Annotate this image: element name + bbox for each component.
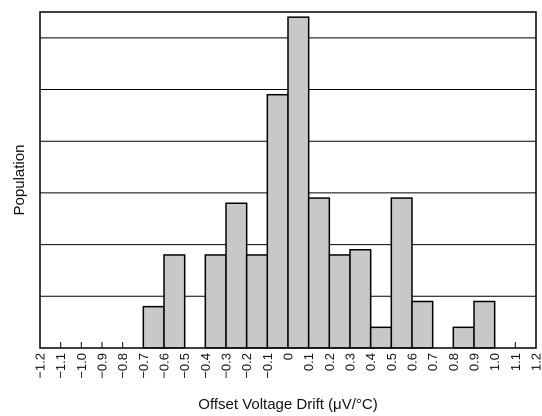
x-tick-label: −1.1 (53, 353, 68, 379)
histogram-bar (349, 249, 372, 349)
histogram-bar (266, 93, 289, 349)
x-tick-label: 0.5 (384, 353, 399, 371)
x-tick-label: −0.2 (239, 353, 254, 379)
x-tick-label: −0.5 (177, 353, 192, 379)
histogram-bar (225, 202, 248, 349)
histogram-bar (328, 254, 351, 349)
histogram-bar (163, 254, 186, 349)
x-tick-label: −0.9 (95, 353, 110, 379)
x-tick-label: 0 (281, 353, 296, 360)
x-tick-label: −0.1 (260, 353, 275, 379)
histogram-bar (307, 197, 331, 349)
x-tick-label: −0.4 (198, 353, 213, 379)
x-tick-label: 0.6 (405, 353, 420, 371)
histogram-bar (473, 300, 496, 349)
x-tick-label: −0.7 (136, 353, 151, 379)
histogram-bar (287, 16, 310, 349)
x-tick-labels: −1.2 −1.1 −1.0 −0.9 −0.8 −0.7 −0.6 −0.5 −0.4 −0.3… (33, 353, 542, 379)
x-tick-label: −0.8 (115, 353, 130, 379)
x-tick-label: −1.0 (74, 353, 89, 379)
x-axis-title: Offset Voltage Drift (μV/°C) (198, 396, 377, 413)
x-tick-label: 0.7 (425, 353, 440, 371)
histogram-bars (142, 16, 496, 349)
x-tick-label: 0.8 (446, 353, 461, 371)
x-tick-label: −0.6 (157, 353, 172, 379)
x-tick-label: 0.3 (343, 353, 358, 371)
histogram-bar (452, 326, 475, 349)
x-tick-label: 1.0 (487, 353, 502, 371)
x-tick-label: −0.3 (219, 353, 234, 379)
x-tick-label: 0.4 (363, 353, 378, 371)
histogram-bar (411, 300, 434, 349)
histogram-bar (245, 254, 269, 349)
x-tick-label: 1.2 (529, 353, 542, 371)
histogram-bar (142, 305, 165, 349)
x-tick-label: 0.1 (301, 353, 316, 371)
histogram-bar (390, 197, 413, 349)
x-tick-marks (39, 342, 537, 348)
y-axis-title: Population (11, 145, 28, 216)
histogram-bar (369, 326, 393, 349)
x-tick-label: 0.2 (322, 353, 337, 371)
x-tick-label: 0.9 (467, 353, 482, 371)
x-tick-label: 1.1 (508, 353, 523, 371)
histogram-bar (204, 254, 227, 349)
x-tick-label: −1.2 (33, 353, 48, 379)
